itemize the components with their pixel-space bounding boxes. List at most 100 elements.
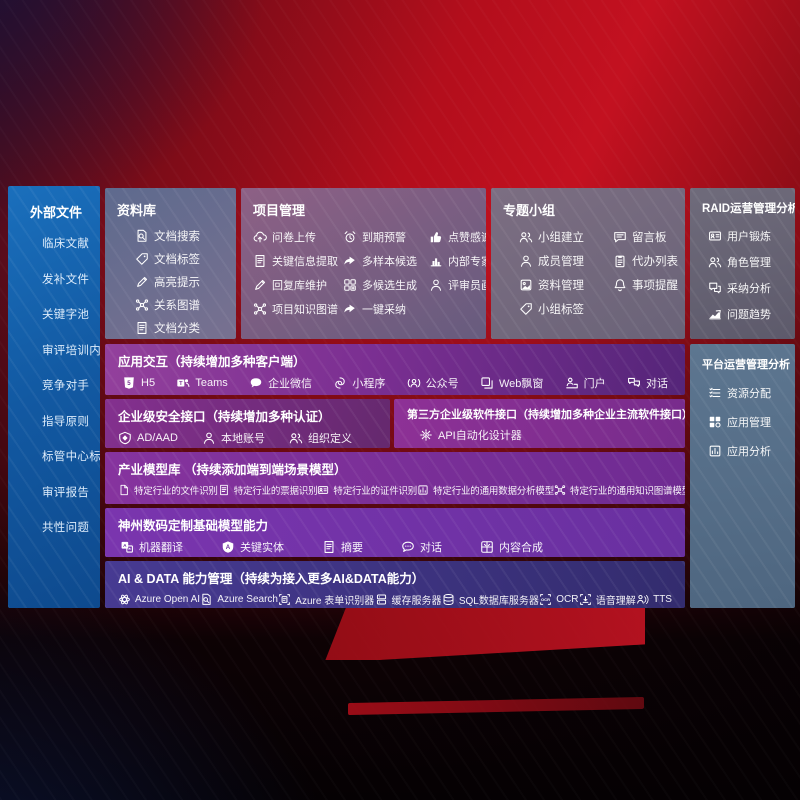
project-item[interactable]: 问卷上传 <box>253 229 343 245</box>
client-item[interactable]: 门户 <box>565 375 606 391</box>
capability-item[interactable]: 对话 <box>401 539 442 555</box>
doc-search-icon <box>135 229 149 243</box>
auth-item[interactable]: 组织定义 <box>289 430 352 446</box>
repository-item[interactable]: 关系图谱 <box>135 297 224 313</box>
external-files-title: 外部文件 <box>30 205 83 220</box>
sidebar-item[interactable]: 共性问题 <box>16 519 92 535</box>
org-define-icon <box>289 431 303 445</box>
group-item[interactable]: 资料管理 <box>519 277 613 293</box>
model-item[interactable]: 特定行业的票据识别 <box>218 483 318 497</box>
item-label: 到期预警 <box>362 232 406 244</box>
sidebar-item[interactable]: 审评报告 <box>16 484 92 500</box>
item-label: 项目知识图谱 <box>272 304 338 316</box>
item-label: 门户 <box>583 378 606 390</box>
auth-item[interactable]: AD/AAD <box>118 431 178 445</box>
model-item[interactable]: 特定行业的通用知识图谱模型 <box>554 483 685 497</box>
raid-item[interactable]: 角色管理 <box>708 254 783 270</box>
sidebar-item-label: 关键字池 <box>42 309 90 321</box>
background-red-shape <box>325 608 645 660</box>
raid-items: 用户锻炼角色管理采纳分析问题趋势 <box>702 228 783 322</box>
integration-item[interactable]: API自动化设计器 <box>419 427 522 443</box>
group-item[interactable]: 事项提醒 <box>613 277 678 293</box>
model-item[interactable]: 特定行业的证件识别 <box>317 483 417 497</box>
client-item[interactable]: 小程序 <box>333 375 385 391</box>
foundation-model-row: 神州数码定制基础模型能力 A 机器翻译 A 关键实体 摘要 对话 内容合成 <box>105 508 685 557</box>
project-item[interactable]: 一键采纳 <box>343 301 429 317</box>
tts-icon <box>636 593 649 606</box>
group-item[interactable]: 代办列表 <box>613 253 678 269</box>
repository-item[interactable]: 文档标签 <box>135 251 224 267</box>
capability-item[interactable]: 内容合成 <box>480 539 543 555</box>
local-account-icon <box>202 431 216 445</box>
service-item[interactable]: Azure Open AI <box>118 593 200 606</box>
portal-icon <box>565 376 579 390</box>
panel-texture <box>690 344 795 608</box>
client-item[interactable]: 对话 <box>627 375 668 391</box>
project-item[interactable]: 项目知识图谱 <box>253 301 343 317</box>
sidebar-item[interactable]: 审评培训内容 <box>16 342 100 358</box>
group-item[interactable]: 留言板 <box>613 229 678 245</box>
group-item[interactable]: 成员管理 <box>519 253 613 269</box>
app-report-icon <box>708 444 722 458</box>
project-item[interactable]: 回复库维护 <box>253 277 343 293</box>
project-item[interactable]: 多样本候选 <box>343 253 429 269</box>
service-item[interactable]: 语音理解 <box>579 592 636 607</box>
client-item[interactable]: 企业微信 <box>249 375 312 391</box>
capability-item[interactable]: A 关键实体 <box>221 539 284 555</box>
platform-item[interactable]: 应用管理 <box>708 414 783 430</box>
item-label: 小组建立 <box>538 232 584 244</box>
client-item[interactable]: 5 H5 <box>122 376 155 390</box>
repository-item[interactable]: 文档搜索 <box>135 228 224 244</box>
repository-item[interactable]: 文档分类 <box>135 320 224 336</box>
sidebar-item[interactable]: 标管中心标准 <box>16 448 100 464</box>
capability-item[interactable]: A 机器翻译 <box>120 539 183 555</box>
industry-models-row: 产业模型库 （持续添加端到端场景模型） 特定行业的文件识别 特定行业的票据识别 特定… <box>105 452 685 504</box>
service-item[interactable]: SQL数据库服务器 <box>442 592 539 607</box>
model-item[interactable]: 特定行业的文件识别 <box>118 483 218 497</box>
item-label: 特定行业的证件识别 <box>333 486 418 497</box>
thirdparty-interface-row: 第三方企业级软件接口（持续增加多种企业主流软件接口） API自动化设计器 <box>394 399 685 448</box>
sidebar-item[interactable]: 指导原则 <box>16 413 92 429</box>
raid-item[interactable]: 采纳分析 <box>708 280 783 296</box>
client-item[interactable]: 公众号 <box>407 375 459 391</box>
service-item[interactable]: OCR OCR <box>539 593 578 606</box>
project-item[interactable]: 到期预警 <box>343 229 429 245</box>
project-item[interactable]: 点赞感谢 <box>429 229 486 245</box>
service-item[interactable]: Azure Search <box>200 593 278 606</box>
ai-data-row: AI & DATA 能力管理（持续为接入更多AI&DATA能力） Azure O… <box>105 561 685 608</box>
service-item[interactable]: TTS <box>636 593 672 606</box>
project-item[interactable]: 内部专家排名 <box>429 253 486 269</box>
model-item[interactable]: 特定行业的通用数据分析模型 <box>417 483 554 497</box>
sidebar-item[interactable]: 临床文献 <box>16 235 92 251</box>
auth-item[interactable]: 本地账号 <box>202 430 265 446</box>
app-interaction-row: 应用交互（持续增加多种客户端） 5 H5 T Teams 企业微信 小程序 公众号 Web飘窗… <box>105 344 685 395</box>
project-item[interactable]: 多候选生成 <box>343 277 429 293</box>
sidebar-item[interactable]: 竞争对手 <box>16 377 92 393</box>
project-management-title: 项目管理 <box>253 203 306 218</box>
platform-item[interactable]: 应用分析 <box>708 443 783 459</box>
capability-item[interactable]: 摘要 <box>322 539 363 555</box>
service-item[interactable]: Azure 表单识别器 <box>278 592 374 607</box>
raid-item[interactable]: 用户锻炼 <box>708 228 783 244</box>
item-label: TTS <box>653 594 672 605</box>
svg-text:OCR: OCR <box>541 597 550 602</box>
sidebar-item[interactable]: 关键字池 <box>16 306 92 322</box>
group-item[interactable]: 小组标签 <box>519 301 613 317</box>
platform-analysis-title: 平台运营管理分析 <box>702 359 790 371</box>
client-item[interactable]: Web飘窗 <box>480 375 543 391</box>
client-item[interactable]: T Teams <box>176 376 228 390</box>
form-recognizer-icon <box>278 593 291 606</box>
raid-item[interactable]: 问题趋势 <box>708 306 783 322</box>
project-item[interactable]: 关键信息提取 <box>253 253 343 269</box>
group-item[interactable]: 小组建立 <box>519 229 613 245</box>
highlight-pen-icon <box>135 275 149 289</box>
security-interface-title: 企业级安全接口（持续增加多种认证） <box>118 410 331 424</box>
repository-item[interactable]: 高亮提示 <box>135 274 224 290</box>
compose-icon <box>480 540 494 554</box>
service-item[interactable]: 缓存服务器 <box>375 592 442 607</box>
industry-models-items: 特定行业的文件识别 特定行业的票据识别 特定行业的证件识别 特定行业的通用数据分析模型… <box>118 483 685 497</box>
sidebar-item[interactable]: 发补文件 <box>16 271 92 287</box>
platform-item[interactable]: 资源分配 <box>708 385 783 401</box>
repository-panel: 资料库 文档搜索 文档标签 高亮提示 关系图谱 文档分类 <box>105 188 236 339</box>
project-item[interactable]: 评审员画像 <box>429 277 486 293</box>
